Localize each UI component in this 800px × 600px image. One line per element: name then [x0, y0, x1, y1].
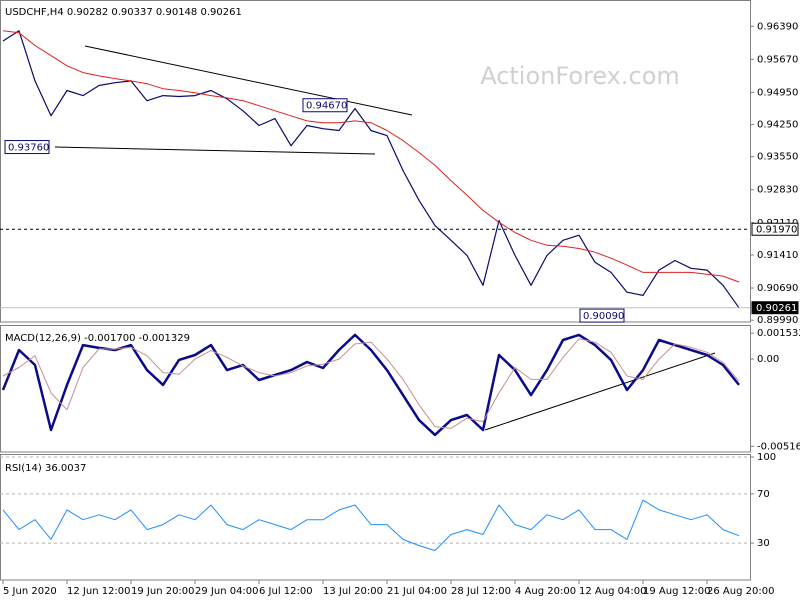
panel-title: MACD(12,26,9) -0.001700 -0.001329: [5, 333, 190, 344]
y-tick-label: 0.90690: [757, 283, 798, 294]
x-tick-label: 28 Jul 12:00: [451, 586, 511, 597]
x-tick-label: 29 Jun 04:00: [195, 586, 259, 597]
y-tick-label: 0.96390: [757, 21, 798, 32]
annotation-box: [302, 98, 348, 113]
y-tick-label: -0.005164: [757, 441, 800, 452]
y-tick-label: 0.95670: [757, 54, 798, 65]
y-tick-label: 0.93550: [757, 152, 798, 163]
x-tick-label: 21 Jul 04:00: [387, 586, 447, 597]
series-line: [2, 30, 740, 283]
y-tick-label: 0.91410: [757, 250, 798, 261]
annotation-label: 0.93760: [8, 143, 49, 154]
level-label: 0.91970: [756, 225, 797, 236]
annotation-box: [4, 140, 50, 155]
level-box: [751, 222, 799, 236]
level-label: 0.90261: [756, 303, 797, 314]
trendline: [84, 45, 413, 116]
series-line: [2, 499, 740, 551]
trendline: [54, 146, 376, 155]
y-tick-label: 0.94950: [757, 87, 798, 98]
watermark: ActionForex.com: [480, 62, 680, 90]
y-tick-label: 0.89990: [757, 315, 798, 326]
series-line: [2, 30, 740, 309]
annotation-label: 0.90090: [583, 311, 624, 322]
annotation-label: 0.94670: [306, 101, 347, 112]
panel-border: [0, 325, 751, 453]
y-tick-label: 0.94250: [757, 120, 798, 131]
series-line: [2, 338, 740, 429]
x-tick-label: 19 Jun 20:00: [131, 586, 195, 597]
panel-border: [0, 0, 751, 323]
x-tick-label: 6 Jul 12:00: [259, 586, 313, 597]
y-tick-label: 0.00: [757, 354, 779, 365]
y-tick-label: 30: [757, 538, 770, 549]
trendline: [484, 352, 716, 431]
panel-title: RSI(14) 36.0037: [5, 463, 86, 474]
level-box: [751, 301, 799, 315]
x-tick-label: 4 Aug 20:00: [515, 586, 576, 597]
x-tick-label: 5 Jun 2020: [3, 586, 57, 597]
y-tick-label: 100: [757, 452, 776, 463]
annotation-box: [579, 308, 625, 323]
x-tick-label: 12 Aug 04:00: [579, 586, 646, 597]
x-tick-label: 26 Aug 20:00: [707, 586, 774, 597]
panel-title: USDCHF,H4 0.90282 0.90337 0.90148 0.9026…: [5, 7, 242, 18]
series-line: [1, 333, 740, 437]
x-tick-label: 12 Jun 12:00: [67, 586, 131, 597]
y-tick-label: 0.001532: [757, 328, 800, 339]
panel-border: [0, 454, 751, 581]
x-tick-label: 19 Aug 12:00: [643, 586, 710, 597]
y-tick-label: 0.92830: [757, 185, 798, 196]
x-tick-label: 13 Jul 20:00: [323, 586, 383, 597]
y-tick-label: 70: [757, 489, 770, 500]
